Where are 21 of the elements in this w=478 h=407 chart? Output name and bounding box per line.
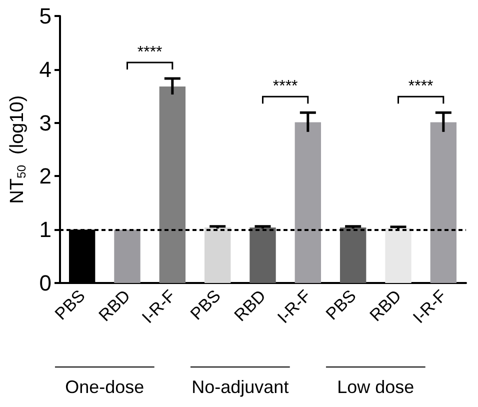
bar (340, 227, 366, 283)
annotation: **** (137, 44, 162, 61)
bar (159, 86, 186, 283)
annotation: **** (272, 78, 298, 96)
text: One-dose (65, 377, 144, 397)
bar (114, 230, 140, 283)
text: Low dose (337, 377, 414, 397)
y-tick-label: 1 (39, 217, 52, 242)
y-tick-label: 3 (39, 110, 52, 136)
y-tick-label: 5 (39, 4, 52, 28)
y-axis-title: NT50 (log10) (7, 95, 28, 204)
bar (294, 122, 322, 283)
bar (430, 122, 457, 283)
annotation: **** (408, 78, 434, 96)
bar (204, 227, 231, 283)
y-tick-label: 4 (39, 56, 52, 82)
bar (250, 227, 276, 283)
text: No-adjuvant (192, 377, 289, 397)
y-tick-label: 0 (39, 270, 52, 296)
bar (385, 228, 412, 283)
y-tick-label: 2 (39, 164, 52, 189)
